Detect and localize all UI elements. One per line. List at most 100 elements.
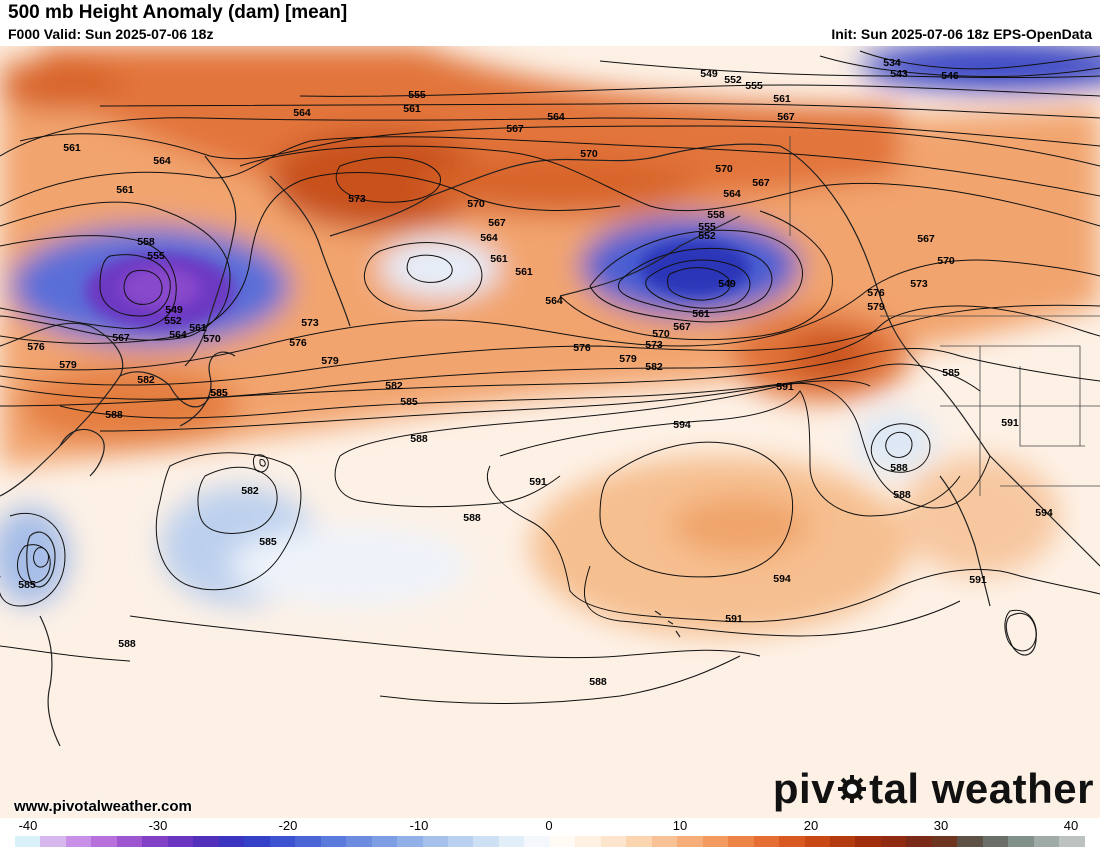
colorbar-swatch	[830, 836, 856, 847]
contour-label: 570	[203, 333, 221, 345]
contour-label: 555	[745, 80, 763, 92]
contour-label: 585	[259, 536, 277, 548]
contour-label: 591	[725, 613, 743, 625]
contour-label: 576	[289, 337, 307, 349]
contour-label: 567	[917, 233, 935, 245]
colorbar-swatch	[218, 836, 245, 847]
contour-label: 591	[1001, 417, 1019, 429]
contour-label: 564	[547, 111, 565, 123]
contour-label: 555	[408, 89, 426, 101]
colorbar-swatch	[1059, 836, 1085, 847]
colorbar-swatch	[269, 836, 296, 847]
contour-label: 543	[890, 68, 908, 80]
contour-label: 549	[718, 278, 736, 290]
contour-label: 582	[385, 380, 403, 392]
contour-label: 552	[724, 74, 742, 86]
colorbar-swatch	[906, 836, 932, 847]
political-borders	[789, 136, 1100, 496]
contour-label: 564	[480, 232, 498, 244]
contour-label: 561	[490, 253, 508, 265]
colorbar-swatch	[855, 836, 881, 847]
colorbar-swatch	[779, 836, 805, 847]
contour-label: 561	[116, 184, 134, 196]
contour-label: 564	[545, 295, 563, 307]
valid-time: F000 Valid: Sun 2025-07-06 18z	[8, 26, 214, 42]
contour-label: 579	[619, 353, 637, 365]
contour-label: 567	[488, 217, 506, 229]
contour-label: 561	[403, 103, 421, 115]
color-scale: -40 -30 -20 -10 0 10 20 30 40	[0, 818, 1100, 850]
colorbar-swatch	[116, 836, 143, 847]
contour-label: 573	[348, 193, 366, 205]
scale-tick: -40	[18, 818, 38, 833]
colorbar-swatch	[1008, 836, 1034, 847]
contour-label: 588	[410, 433, 428, 445]
contour-label: 570	[652, 328, 670, 340]
contour-label: 564	[169, 329, 187, 341]
brand-logo: piv tal weather	[773, 768, 1094, 810]
contour-label: 573	[645, 339, 663, 351]
contour-label: 564	[293, 107, 311, 119]
contour-label: 567	[506, 123, 524, 135]
scale-tick: 0	[545, 818, 553, 833]
contour-label: 534	[883, 57, 901, 69]
colorbar-swatch	[1033, 836, 1060, 847]
scale-tick: 30	[933, 818, 949, 833]
contour-label: 558	[137, 236, 155, 248]
contour-label: 570	[467, 198, 485, 210]
contour-label: 564	[153, 155, 171, 167]
coastlines	[0, 143, 1100, 747]
contour-label: 567	[777, 111, 795, 123]
contour-label: 561	[189, 322, 207, 334]
colorbar-swatch	[193, 836, 219, 847]
contour-label: 567	[673, 321, 691, 333]
colorbar-swatch	[371, 836, 398, 847]
colorbar-swatch	[804, 836, 830, 847]
contour-label: 567	[112, 332, 130, 344]
colorbar-swatch	[702, 836, 729, 847]
colorbar-swatch	[244, 836, 270, 847]
contour-label: 585	[942, 367, 960, 379]
contour-label: 588	[105, 409, 123, 421]
website-watermark: www.pivotalweather.com	[14, 798, 192, 815]
contour-label: 591	[969, 574, 987, 586]
colorbar-swatch	[931, 836, 958, 847]
contour-label: 579	[867, 301, 885, 313]
colorbar-swatch	[982, 836, 1009, 847]
contour-label: 582	[137, 374, 155, 386]
contour-label: 582	[241, 485, 259, 497]
colorbar-swatch	[575, 836, 601, 847]
anomaly-map: 534 543 546 549 552 555 555 561 561 567 …	[0, 46, 1100, 818]
contour-label: 561	[515, 266, 533, 278]
colorbar-swatch	[651, 836, 678, 847]
colorbar-swatch	[473, 836, 499, 847]
contour-label: 549	[165, 304, 183, 316]
height-contours	[0, 50, 1100, 704]
contour-label: 576	[573, 342, 591, 354]
contour-label: 561	[773, 93, 791, 105]
colorbar-swatch	[677, 836, 703, 847]
contour-label: 570	[937, 255, 955, 267]
scale-tick: -10	[409, 818, 429, 833]
colorbar-swatch	[498, 836, 525, 847]
contour-label: 594	[673, 419, 691, 431]
colorbar-swatch	[422, 836, 448, 847]
scale-tick: 10	[672, 818, 688, 833]
contour-label: 588	[118, 638, 136, 650]
contour-label: 582	[645, 361, 663, 373]
colorbar-swatch	[728, 836, 754, 847]
map-panel[interactable]: 534 543 546 549 552 555 555 561 561 567 …	[0, 46, 1100, 818]
contour-label: 567	[752, 177, 770, 189]
contour-label: 549	[700, 68, 718, 80]
contour-label: 591	[529, 476, 547, 488]
contour-label: 579	[59, 359, 77, 371]
colorbar-swatch	[753, 836, 780, 847]
colorbar-swatch	[397, 836, 423, 847]
colorbar-swatch	[549, 836, 576, 847]
contour-label: 573	[301, 317, 319, 329]
contour-label: 555	[698, 221, 716, 233]
colorbar-swatch	[65, 836, 92, 847]
map-title: 500 mb Height Anomaly (dam) [mean]	[8, 2, 348, 23]
colorbar-swatch	[142, 836, 168, 847]
contour-label: 585	[210, 387, 228, 399]
